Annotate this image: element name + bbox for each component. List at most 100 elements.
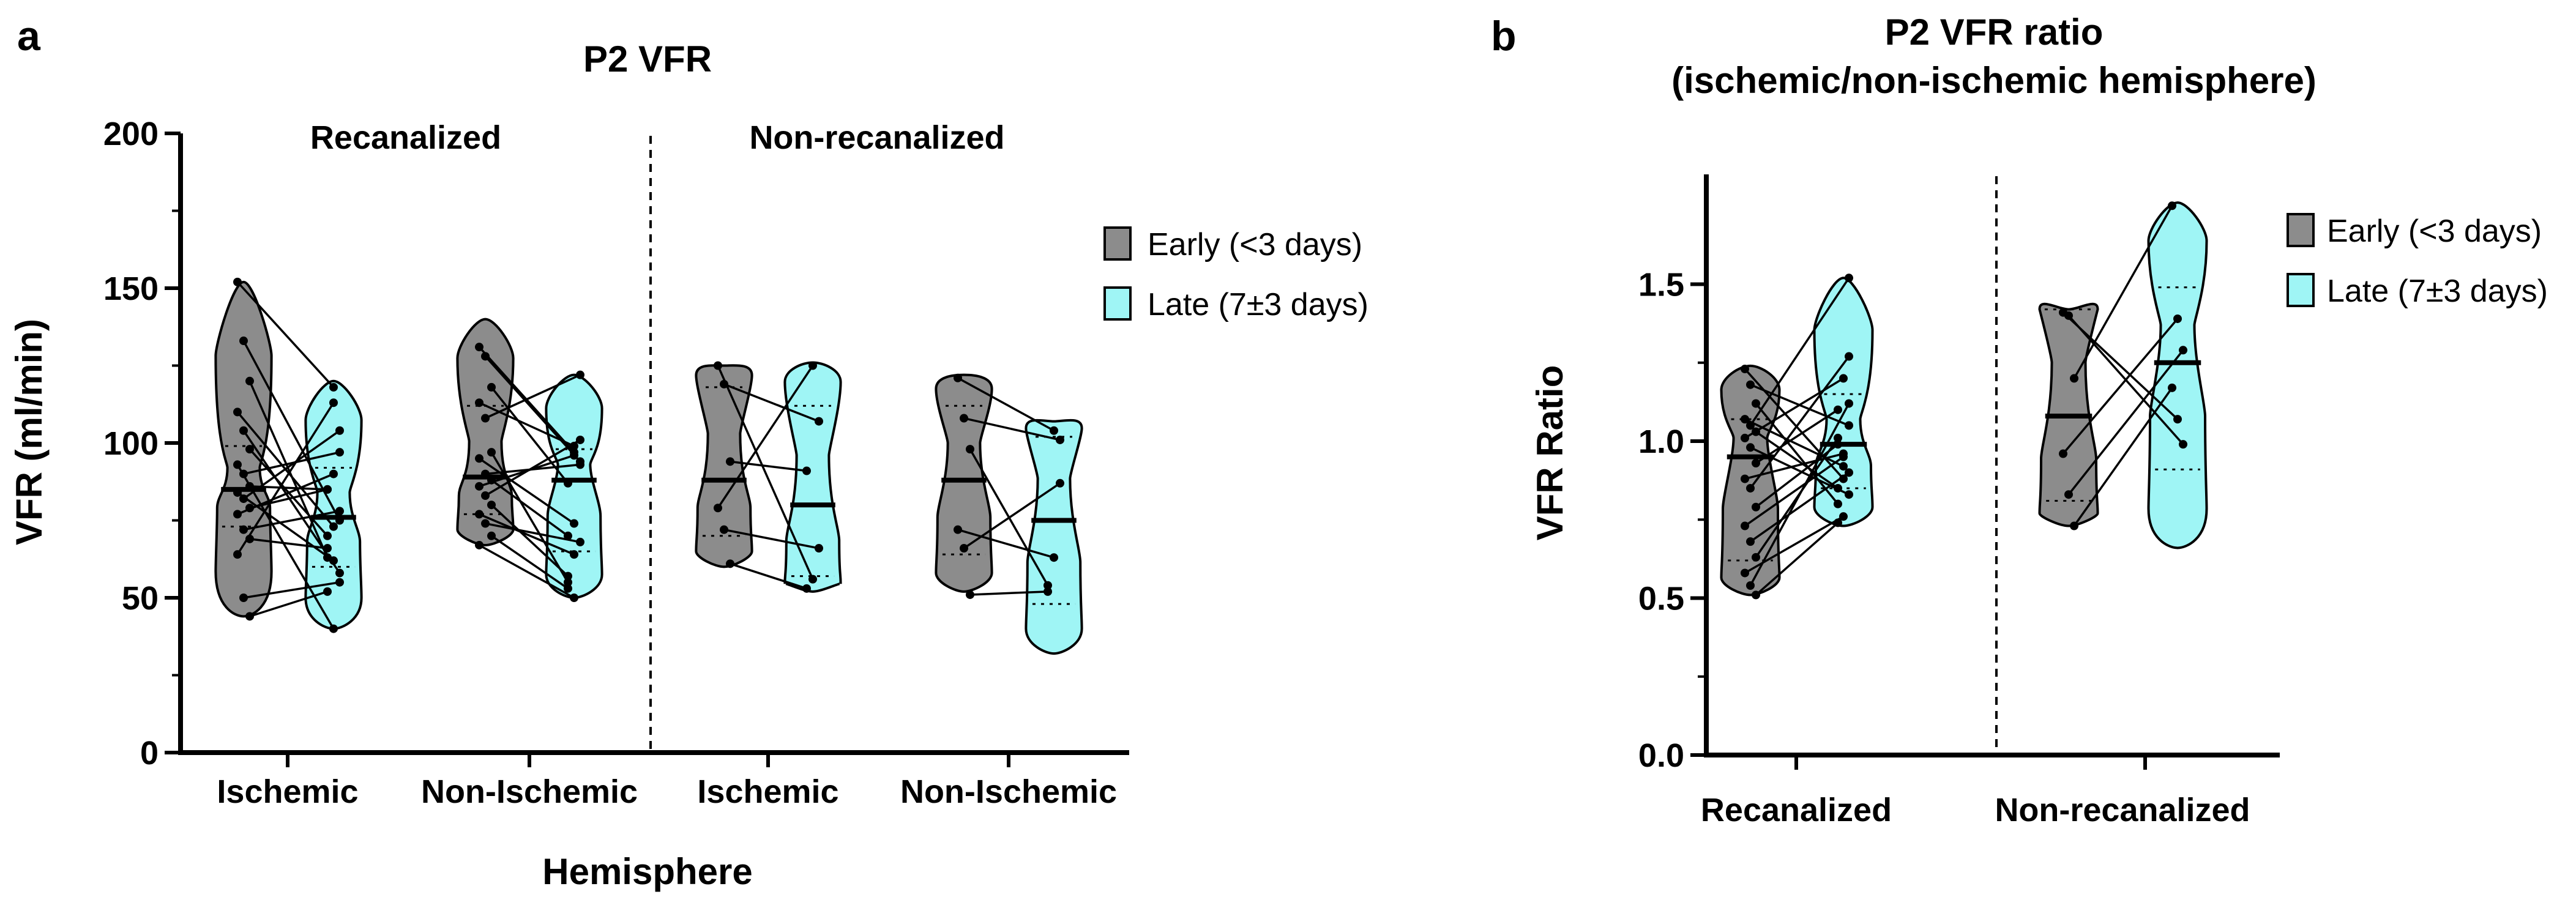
data-point-late (570, 594, 578, 602)
data-point-early (475, 454, 483, 463)
data-point-early (1752, 502, 1760, 512)
pair-line (484, 355, 581, 463)
panel-b: b P2 VFR ratio (ischemic/non-ischemic he… (1491, 12, 2548, 828)
x-tick-label: Non-recanalized (1995, 792, 2250, 828)
data-point-early (487, 501, 496, 510)
pair-line (485, 439, 581, 497)
pair-line (236, 281, 335, 389)
group-label-non-recanalized: Non-recanalized (749, 119, 1004, 156)
pair-line (1744, 368, 1845, 480)
pair-line (2062, 318, 2179, 455)
data-point-late (1834, 405, 1842, 414)
data-point-early (487, 448, 496, 457)
panel-b-legend: Early (<3 days) Late (7±3 days) (2287, 213, 2548, 309)
pair-line (485, 522, 581, 543)
pair-line (490, 504, 569, 577)
data-point-late (329, 382, 338, 392)
data-point-late (329, 398, 338, 407)
data-point-late (1839, 452, 1848, 461)
data-point-late (1056, 435, 1064, 444)
data-point-early (1741, 365, 1749, 374)
violin-early (935, 373, 993, 593)
pair-line (243, 510, 340, 531)
data-point-early (1746, 581, 1755, 590)
pair-line (1749, 355, 1850, 489)
data-point-early (1741, 521, 1749, 530)
pair-line (1749, 277, 1850, 426)
panel-a-plot-area (214, 277, 1083, 655)
data-point-late (1050, 426, 1058, 435)
data-point-late (2179, 346, 2187, 355)
pair-line (963, 482, 1061, 549)
data-point-late (335, 426, 344, 435)
pair-line (1755, 443, 1839, 508)
pair-line (730, 460, 807, 472)
data-point-early (245, 612, 254, 621)
data-point-late (570, 451, 578, 460)
data-point-early (1746, 421, 1755, 430)
x-tick-label: Recanalized (1701, 792, 1892, 828)
data-point-late (1845, 399, 1853, 408)
legend-label-early: Early (<3 days) (2327, 214, 2542, 249)
pair-line (2073, 387, 2173, 527)
pair-line (243, 451, 340, 475)
pair-line (2067, 349, 2184, 496)
pair-line (236, 402, 335, 556)
data-point-early (475, 398, 483, 407)
data-point-early (2070, 374, 2078, 383)
data-point-early (2064, 311, 2073, 320)
y-tick-label: 100 (103, 425, 159, 462)
data-point-late (576, 460, 584, 469)
pair-line (249, 590, 328, 618)
data-point-early (233, 550, 242, 559)
data-point-late (2168, 383, 2176, 392)
pair-line (237, 472, 334, 515)
data-point-late (1834, 518, 1842, 527)
panel-b-x-ticks: Recanalized Non-recanalized (1701, 755, 2250, 828)
data-point-late (570, 519, 578, 528)
data-point-early (239, 337, 248, 346)
panel-a-y-ticks: 0 50 100 150 200 (103, 116, 181, 772)
data-point-late (1845, 421, 1853, 430)
data-point-early (2059, 449, 2067, 458)
legend-label-late: Late (7±3 days) (2327, 274, 2548, 309)
pair-line (490, 452, 569, 583)
data-point-early (1741, 415, 1749, 424)
data-point-late (1845, 352, 1853, 361)
data-point-late (323, 587, 332, 596)
data-point-late (1050, 553, 1058, 562)
data-point-late (1845, 468, 1853, 477)
data-point-late (564, 578, 572, 587)
data-point-early (954, 525, 962, 534)
data-point-early (475, 343, 483, 352)
data-point-early (966, 590, 974, 599)
violin-late (2147, 201, 2208, 549)
panel-b-y-label: VFR Ratio (1529, 365, 1570, 541)
data-point-late (576, 370, 584, 379)
data-point-late (1845, 490, 1853, 499)
data-point-early (2070, 521, 2078, 530)
data-point-late (576, 537, 584, 546)
data-point-late (1043, 581, 1052, 590)
data-point-early (233, 407, 242, 417)
pair-line (490, 479, 569, 537)
pair-line (1755, 522, 1839, 596)
data-point-late (2168, 201, 2176, 210)
data-point-early (233, 277, 242, 286)
data-point-late (1839, 462, 1848, 471)
data-point-early (1752, 399, 1760, 408)
panel-b-plot-area (1720, 201, 2208, 600)
data-point-late (570, 550, 578, 559)
x-tick-label: Ischemic (217, 773, 358, 810)
data-point-early (245, 482, 254, 491)
data-point-early (245, 376, 254, 385)
pair-line (249, 485, 328, 491)
data-point-late (2173, 314, 2182, 323)
pair-line (1749, 403, 1850, 586)
data-point-early (239, 426, 248, 435)
data-point-early (2064, 490, 2073, 499)
data-point-early (481, 491, 490, 501)
data-point-early (1746, 537, 1755, 546)
x-tick-label: Ischemic (697, 773, 838, 810)
